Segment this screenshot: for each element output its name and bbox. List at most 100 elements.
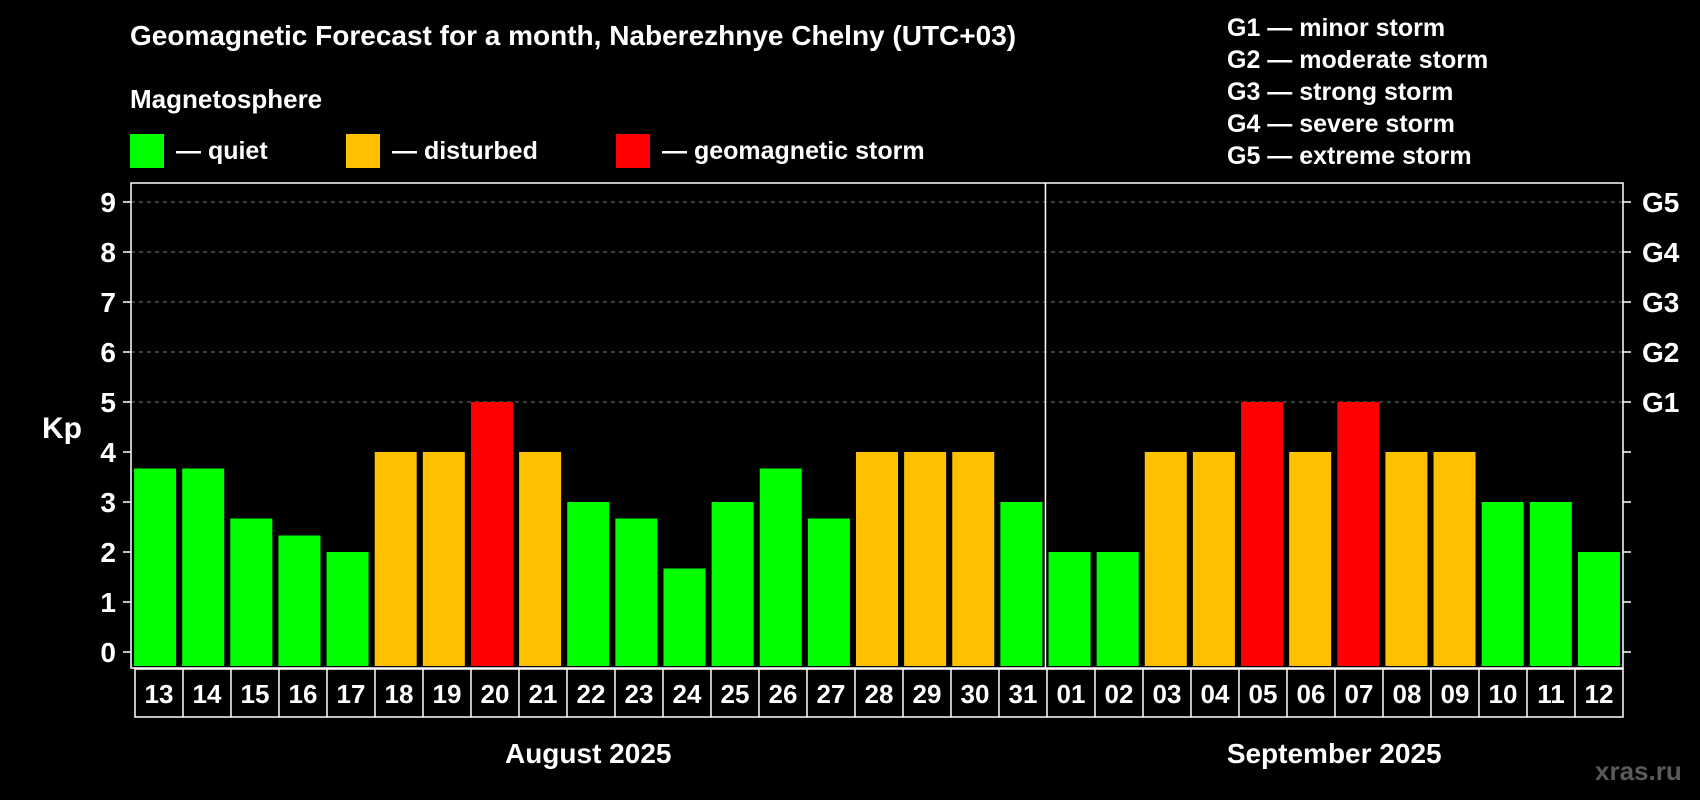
kp-bar [807,518,850,666]
day-label: 16 [289,679,318,709]
kp-bar [182,468,225,666]
g-level-label: G1 [1642,387,1679,418]
legend-label-disturbed: — disturbed [392,136,538,165]
g-scale-item: G4 — severe storm [1227,110,1455,138]
day-label: 02 [1105,679,1134,709]
kp-bar [1000,502,1043,666]
day-label: 31 [1009,679,1038,709]
y-axis-label: Kp [42,412,82,445]
kp-bar [1192,452,1235,666]
day-label: 13 [145,679,174,709]
day-label: 20 [481,679,510,709]
day-label: 22 [577,679,606,709]
g-scale-legend: G1 — minor storm G2 — moderate storm G3 … [1227,12,1488,172]
kp-bar [1433,452,1476,666]
g-scale-item: G5 — extreme storm [1227,142,1472,170]
y-tick-label: 7 [100,287,116,318]
kp-bar [856,452,898,666]
legend-item-storm: — geomagnetic storm [616,134,925,168]
kp-bar [1241,402,1284,666]
kp-bar [1385,452,1428,666]
month-label: September 2025 [1227,738,1442,769]
day-label: 05 [1249,679,1278,709]
day-row-frame [134,668,1624,718]
kp-bar [663,568,706,666]
y-tick-label: 3 [100,487,116,518]
kp-bar [615,518,658,666]
legend-swatch-quiet [130,134,164,168]
y-tick-label: 8 [100,237,116,268]
kp-bar [470,402,513,666]
plot-frame [130,182,1624,669]
chart-title: Geomagnetic Forecast for a month, Nabere… [130,20,1017,51]
day-label: 24 [673,679,702,709]
day-label: 29 [913,679,942,709]
day-label: 08 [1393,679,1422,709]
day-label: 10 [1489,679,1518,709]
y-tick-label: 6 [100,337,116,368]
watermark: xras.ru [1595,756,1682,786]
kp-bar [1096,552,1139,666]
g-scale-item: G2 — moderate storm [1227,46,1489,74]
kp-bar [952,452,995,666]
y-tick-label: 4 [100,437,116,468]
legend-heading: Magnetosphere [130,84,323,114]
day-label: 19 [433,679,462,709]
kp-bar [1289,452,1332,666]
y-tick-label: 9 [100,187,116,218]
day-label: 07 [1345,679,1374,709]
day-label: 14 [193,679,222,709]
day-label: 28 [865,679,894,709]
day-label: 26 [769,679,798,709]
day-label: 21 [529,679,558,709]
legend-swatch-disturbed [346,134,380,168]
day-label: 17 [337,679,366,709]
legend-swatch-storm [616,134,650,168]
kp-bar [567,502,610,666]
day-label: 30 [961,679,990,709]
day-label: 03 [1153,679,1182,709]
y-tick-label: 5 [100,387,116,418]
g-level-label: G2 [1642,337,1679,368]
month-label: August 2025 [505,738,672,769]
day-label: 12 [1585,679,1614,709]
legend-item-quiet: — quiet [130,134,268,168]
kp-bar [374,452,417,666]
kp-bar [1529,502,1572,666]
day-label: 23 [625,679,654,709]
kp-bar [278,535,321,666]
legend-item-disturbed: — disturbed [346,134,538,168]
day-label: 25 [721,679,750,709]
kp-bar [1481,502,1524,666]
y-tick-label: 2 [100,537,116,568]
g-scale-item: G3 — strong storm [1227,78,1454,106]
day-label: 04 [1201,679,1230,709]
kp-bar [1144,452,1187,666]
day-label: 11 [1537,679,1565,709]
day-label: 18 [385,679,414,709]
kp-bar [1577,552,1620,666]
kp-bar [1337,402,1380,666]
day-label: 06 [1297,679,1326,709]
kp-bar [904,452,947,666]
kp-bar [134,468,177,666]
day-label: 09 [1441,679,1470,709]
legend-label-quiet: — quiet [176,136,268,165]
g-level-label: G5 [1642,187,1679,218]
kp-bar [519,452,562,666]
g-level-label: G3 [1642,287,1679,318]
kp-bar [230,518,273,666]
g-scale-item: G1 — minor storm [1227,14,1446,42]
kp-bar [326,552,369,666]
y-tick-label: 1 [100,587,116,618]
kp-bar [711,502,754,666]
legend-label-storm: — geomagnetic storm [662,136,925,165]
day-label: 15 [241,679,270,709]
y-tick-label: 0 [100,637,116,668]
kp-bar [1048,552,1091,666]
g-level-label: G4 [1642,237,1680,268]
day-label: 27 [817,679,846,709]
kp-bar [759,468,802,666]
day-label: 01 [1057,679,1086,709]
